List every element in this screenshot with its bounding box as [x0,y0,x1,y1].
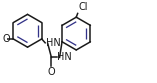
Text: Cl: Cl [78,2,88,12]
Text: O: O [3,34,10,44]
Text: HN: HN [57,52,72,62]
Text: HN: HN [46,38,60,48]
Text: O: O [48,67,55,77]
